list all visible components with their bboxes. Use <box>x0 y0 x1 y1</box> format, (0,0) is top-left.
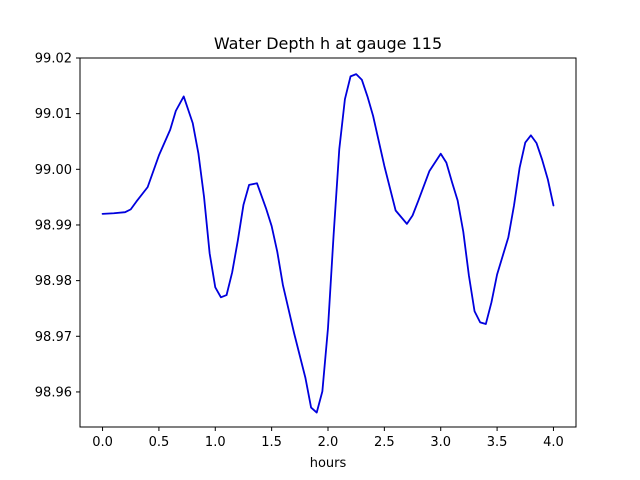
x-tick-label: 1.0 <box>205 435 226 450</box>
x-axis: 0.0 0.5 1.0 1.5 2.0 2.5 3.0 3.5 4.0 <box>92 427 564 450</box>
x-tick-label: 1.5 <box>261 435 282 450</box>
y-tick-label: 98.98 <box>35 274 72 289</box>
y-axis: 98.96 98.97 98.98 98.99 99.00 99.01 99.02 <box>35 52 80 400</box>
x-tick-label: 3.0 <box>430 435 451 450</box>
y-tick-label: 99.02 <box>35 52 72 67</box>
x-tick-label: 2.5 <box>374 435 395 450</box>
chart-title: Water Depth h at gauge 115 <box>214 34 442 53</box>
series-line-0 <box>101 73 555 414</box>
y-tick-label: 98.99 <box>35 218 72 233</box>
y-tick-label: 98.96 <box>35 385 72 400</box>
plot-area <box>79 57 577 428</box>
x-axis-label: hours <box>310 456 347 471</box>
y-tick-label: 98.97 <box>35 330 72 345</box>
series-layer <box>101 73 555 414</box>
x-tick-label: 4.0 <box>543 435 564 450</box>
y-tick-label: 99.00 <box>35 163 72 178</box>
x-tick-label: 3.5 <box>487 435 508 450</box>
x-tick-label: 0.0 <box>92 435 113 450</box>
x-tick-label: 2.0 <box>318 435 339 450</box>
y-tick-label: 99.01 <box>35 107 72 122</box>
x-tick-label: 0.5 <box>149 435 170 450</box>
